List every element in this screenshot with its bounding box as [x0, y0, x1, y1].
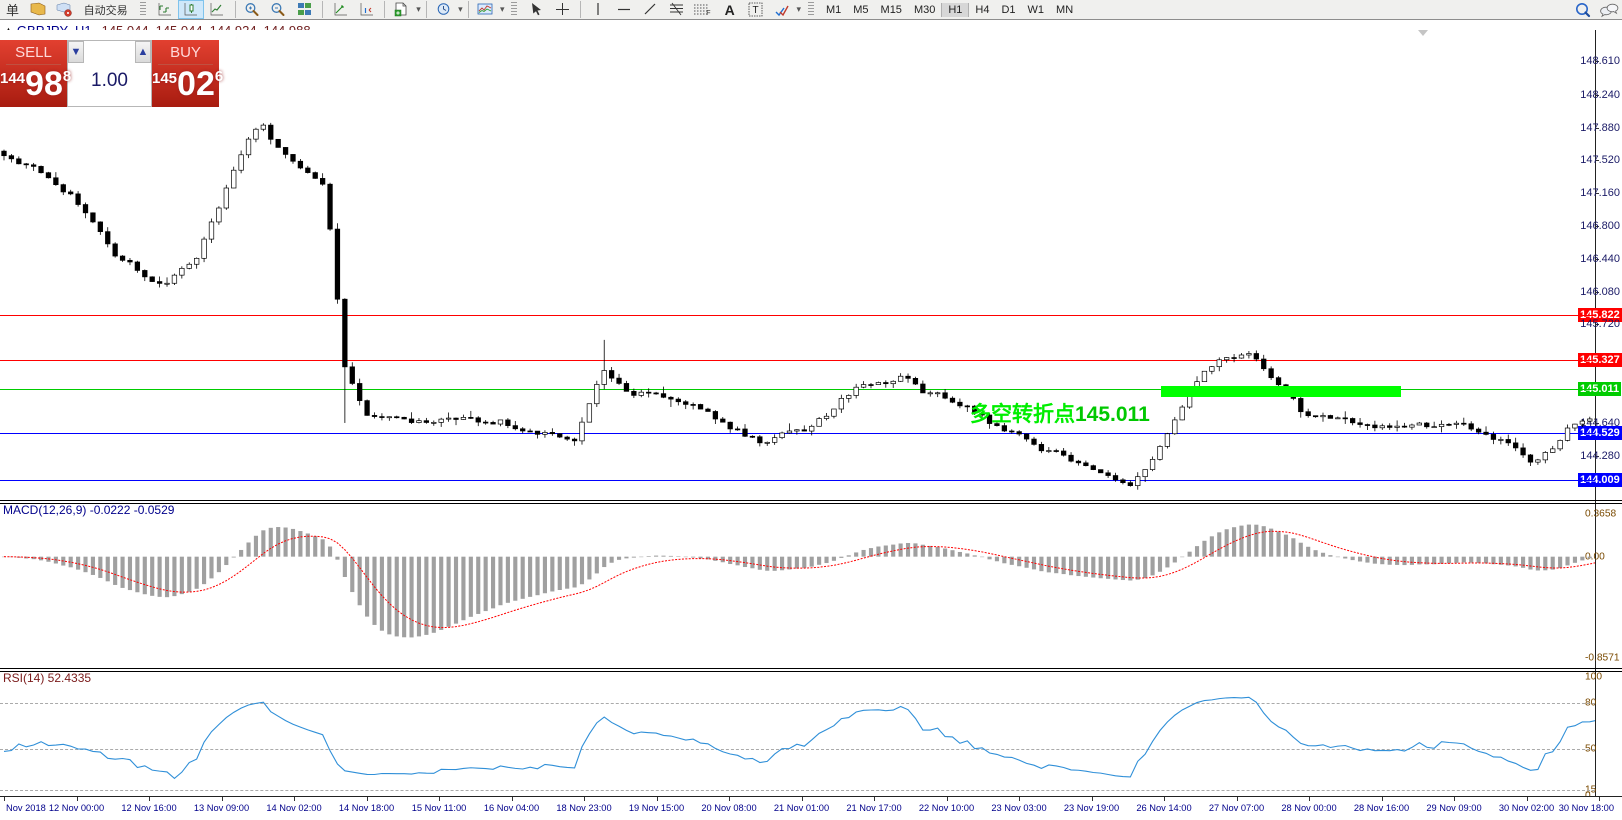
svg-text:T: T	[753, 5, 759, 16]
